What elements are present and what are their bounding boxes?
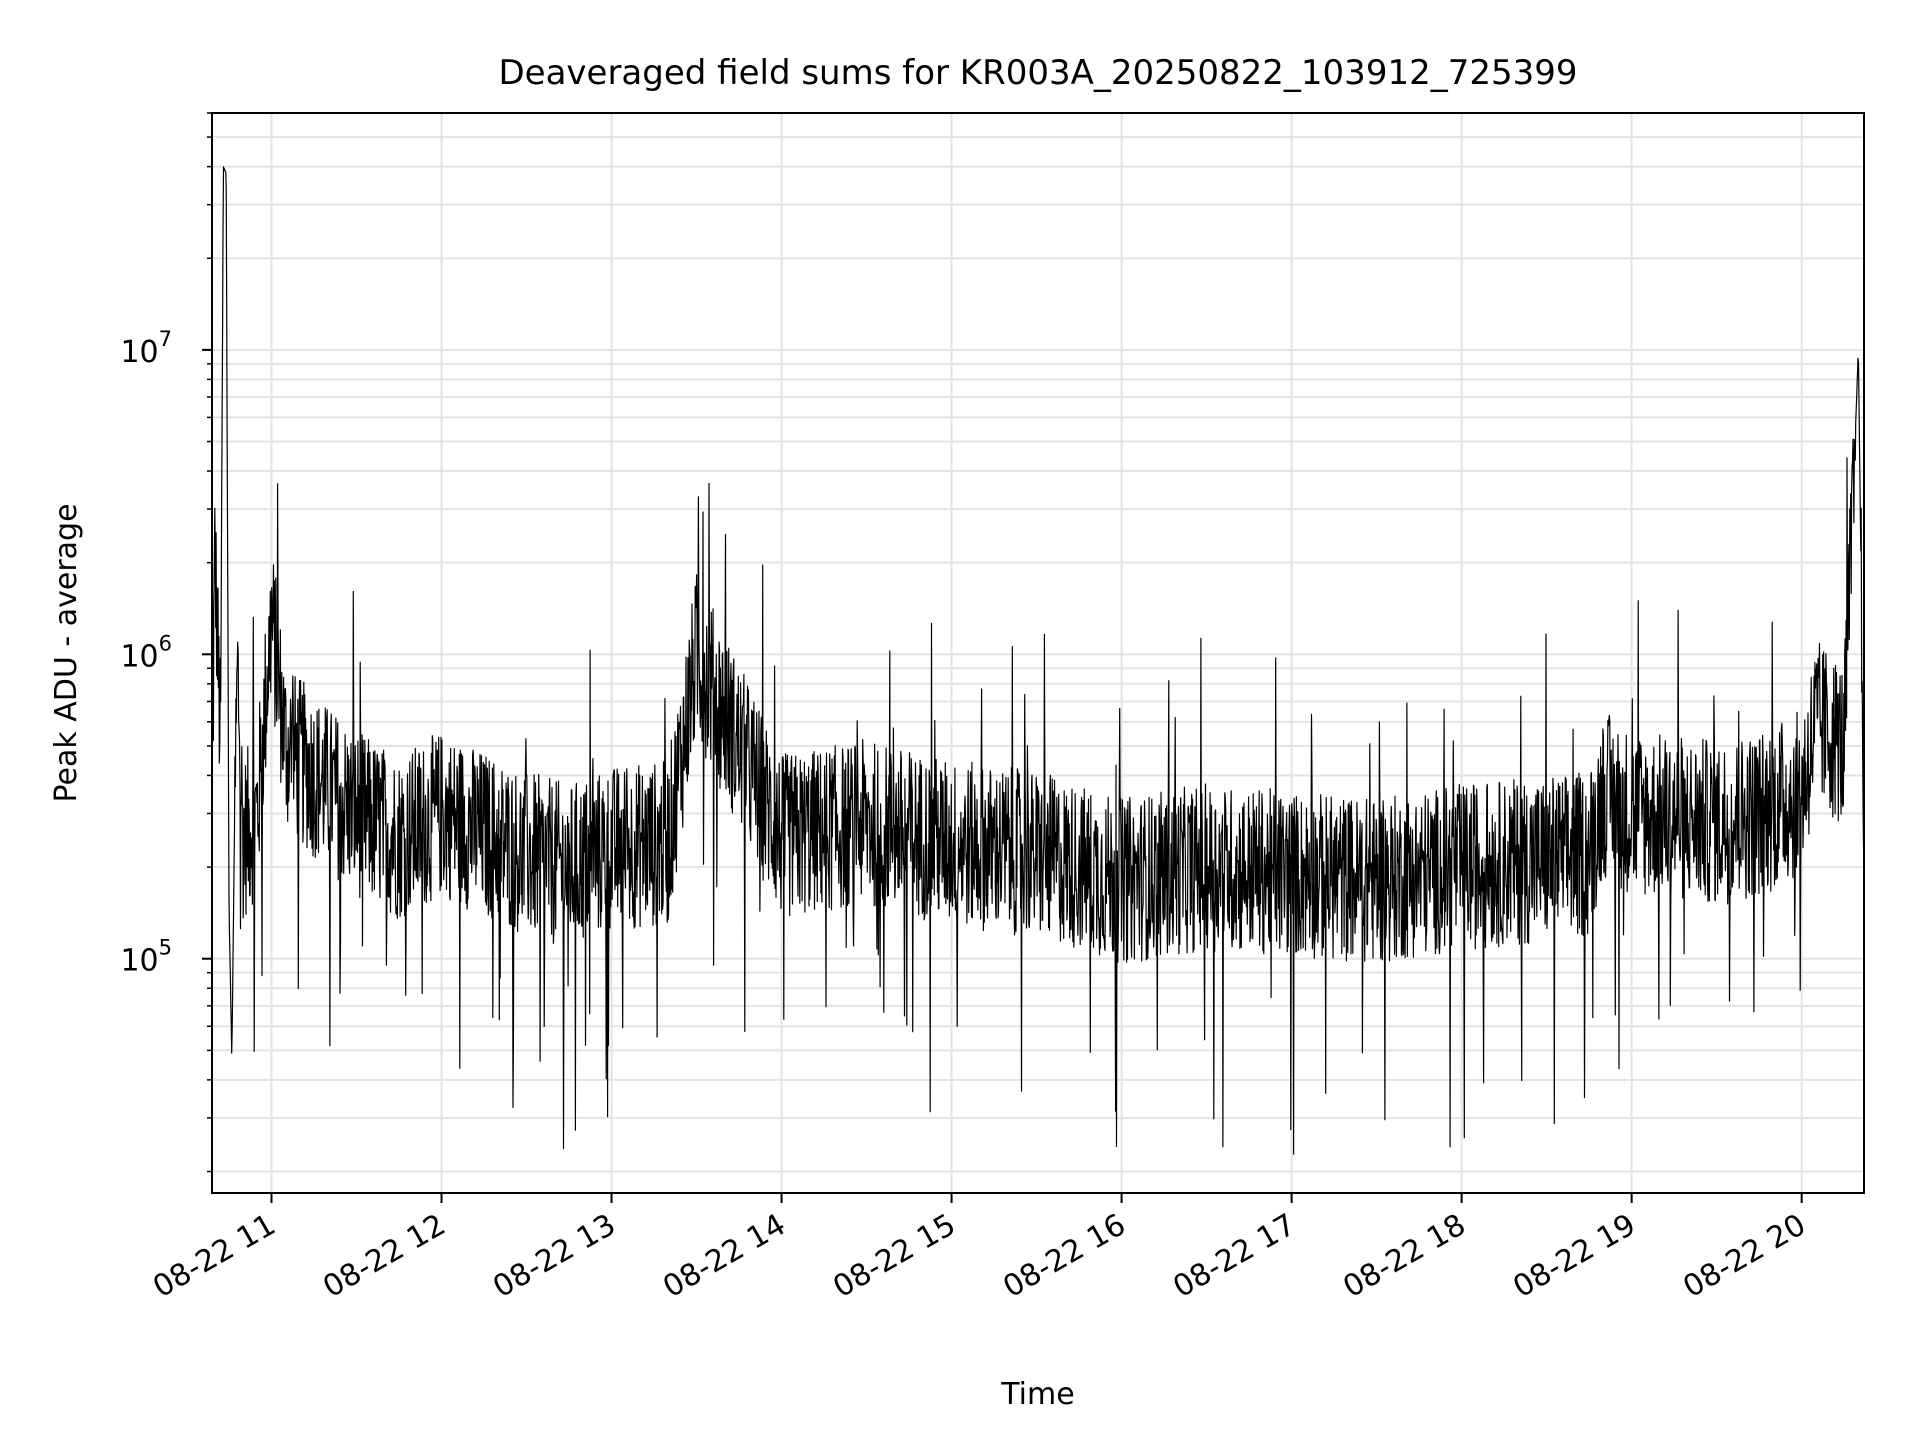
series-line — [211, 166, 1865, 1155]
x-tick-label: 08-22 18 — [1337, 1207, 1471, 1305]
x-tick-label: 08-22 17 — [1167, 1207, 1301, 1305]
x-tick-label: 08-22 14 — [657, 1207, 791, 1305]
x-tick-label: 08-22 13 — [487, 1207, 621, 1305]
tick-layer: 105 106 107 08-22 11 08-22 12 08-22 13 08-22 1… — [120, 112, 1812, 1305]
y-axis-label: Peak ADU - average — [49, 503, 84, 802]
x-tick-label: 08-22 12 — [317, 1207, 451, 1305]
y-tick-label: 105 — [120, 936, 172, 979]
x-tick-label: 08-22 15 — [827, 1207, 961, 1305]
chart-title: Deaveraged field sums for KR003A_2025082… — [498, 53, 1577, 93]
series-line-layer — [211, 166, 1865, 1155]
y-tick-label: 107 — [120, 327, 172, 370]
plot-frame — [211, 112, 1865, 1194]
y-tick-label: 106 — [120, 631, 172, 674]
x-tick-label: 08-22 19 — [1507, 1207, 1641, 1305]
x-tick-label: 08-22 11 — [147, 1207, 281, 1305]
x-tick-label: 08-22 20 — [1677, 1207, 1811, 1305]
x-tick-label: 08-22 16 — [997, 1207, 1131, 1305]
x-axis-label: Time — [1000, 1377, 1074, 1412]
